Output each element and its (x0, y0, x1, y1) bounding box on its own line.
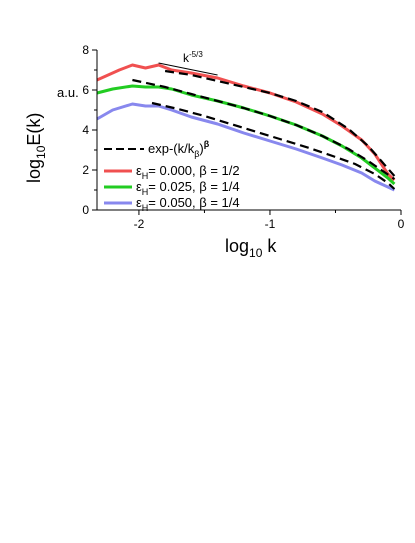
unit-label: a.u. (57, 85, 79, 100)
x-tick-label: 0 (398, 217, 405, 231)
legend-fit-label: exp-(k/kβ)β (148, 139, 210, 159)
y-tick-label: 0 (82, 203, 89, 217)
x-axis-title: log10 k (225, 236, 277, 260)
axes: 0 2 4 6 8 -2 -1 0 (82, 43, 404, 231)
legend-label-2: εH= 0.050, β = 1/4 (136, 195, 240, 213)
fit-line-0 (164, 69, 396, 177)
fit-line-1 (132, 78, 396, 180)
legend-label-0: εH= 0.000, β = 1/2 (136, 163, 240, 181)
fit-layer (132, 69, 396, 190)
y-tick-label: 6 (82, 83, 89, 97)
fit-line-2 (151, 101, 396, 190)
series-line-2 (96, 102, 396, 192)
legend-label-1: εH= 0.025, β = 1/4 (136, 179, 240, 197)
y-tick-label: 2 (82, 163, 89, 177)
y-tick-label: 4 (82, 123, 89, 137)
x-tick-label: -1 (265, 217, 276, 231)
y-tick-label: 8 (82, 43, 89, 57)
slope-label: k-5/3 (183, 50, 203, 65)
x-tick-label: -2 (134, 217, 145, 231)
legend: exp-(k/kβ)β εH= 0.000, β = 1/2 εH= 0.025… (104, 139, 240, 213)
y-axis-title: log10E(k) (24, 113, 48, 183)
slope-reference-line (158, 62, 218, 76)
